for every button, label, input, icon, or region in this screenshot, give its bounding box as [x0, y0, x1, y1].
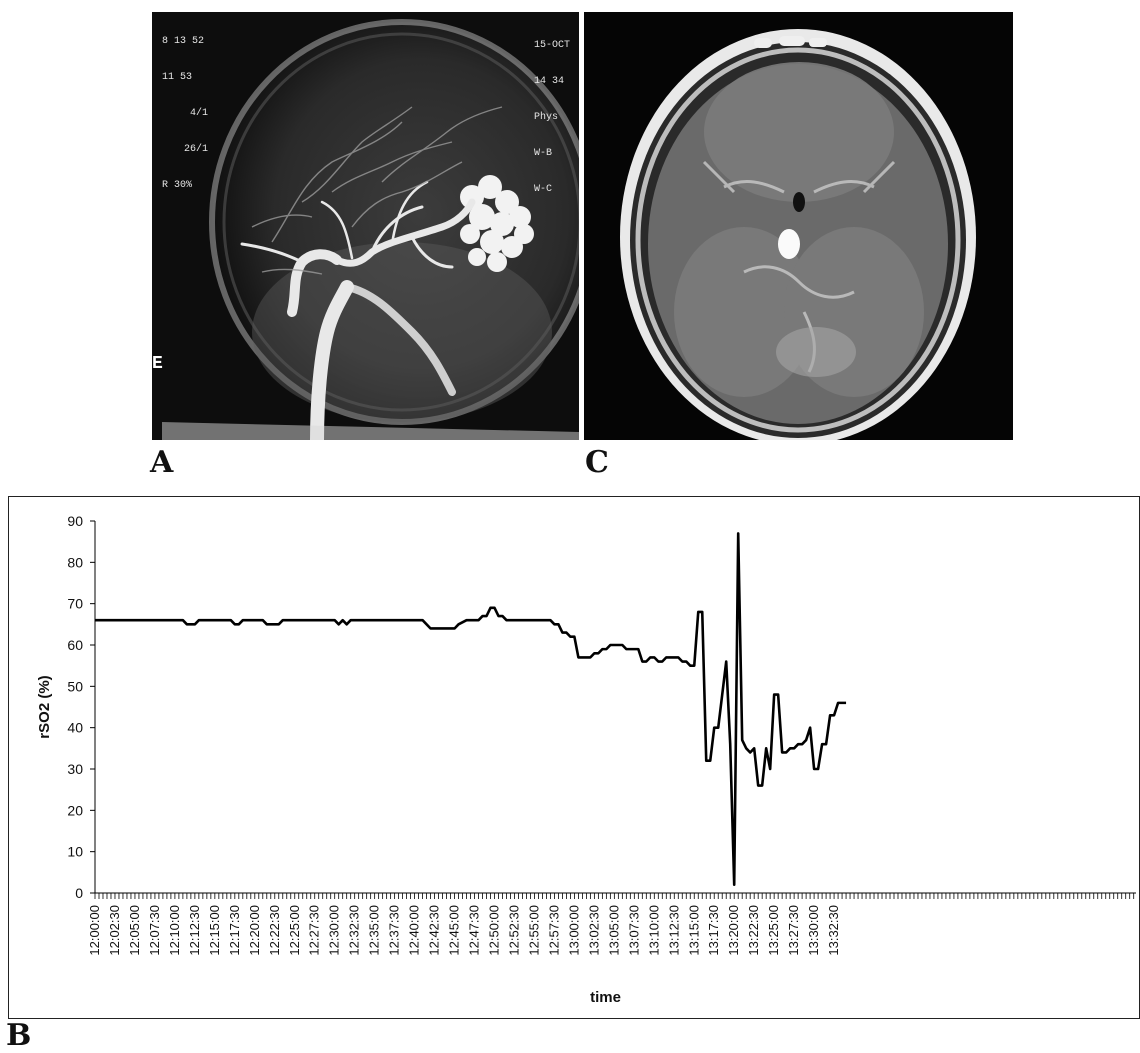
- x-tick-label: 12:37:30: [387, 905, 402, 956]
- angio-overlay-right-line: Phys: [534, 112, 559, 123]
- x-tick-label: 13:10:00: [646, 905, 661, 956]
- x-tick-label: 12:17:30: [227, 905, 242, 956]
- x-tick-label: 12:02:30: [107, 905, 122, 956]
- x-tick-label: 12:50:00: [487, 905, 502, 956]
- x-tick-label: 12:27:30: [307, 905, 322, 956]
- x-tick-label: 13:30:00: [806, 905, 821, 956]
- y-tick-label: 10: [67, 844, 83, 860]
- y-axis-title: rSO2 (%): [36, 675, 53, 738]
- x-tick-label: 13:05:00: [606, 905, 621, 956]
- x-tick-label: 12:22:30: [267, 905, 282, 956]
- y-tick-label: 30: [67, 761, 83, 777]
- x-tick-label: 12:10:00: [167, 905, 182, 956]
- x-tick-label: 12:47:30: [467, 905, 482, 956]
- panel-label-c: C: [585, 445, 609, 480]
- angio-overlay-right-line: W-C: [534, 184, 553, 195]
- y-tick-label: 90: [67, 513, 83, 529]
- x-tick-label: 13:00:00: [566, 905, 581, 956]
- rso2-chart-frame: 0 10 20 30 40 50 60 70 80 90 12:00:00 12:02:30 12:05…: [8, 496, 1140, 1019]
- x-tick-label: 13:32:30: [826, 905, 841, 956]
- y-tick-label: 50: [67, 678, 83, 694]
- angio-overlay-left: 8 13 52 11 53 4/1 26/1 R 30%: [162, 12, 208, 216]
- x-tick-label: 12:40:00: [407, 905, 422, 956]
- x-tick-label: 13:07:30: [626, 905, 641, 956]
- x-tick-label: 13:22:30: [746, 905, 761, 956]
- rso2-chart: 0 10 20 30 40 50 60 70 80 90 12:00:00 12:02:30 12:05…: [36, 513, 1136, 1006]
- angio-overlay-right-line: W-B: [534, 148, 553, 159]
- y-tick-label: 60: [67, 637, 83, 653]
- angio-overlay-right-line: 15-OCT: [534, 40, 571, 51]
- x-tick-label: 12:25:00: [287, 905, 302, 956]
- panel-label-a: A: [150, 445, 174, 480]
- x-tick-label: 12:05:00: [127, 905, 142, 956]
- x-tick-label: 12:15:00: [207, 905, 222, 956]
- y-tick-label: 80: [67, 554, 83, 570]
- x-tick-label: 12:42:30: [427, 905, 442, 956]
- x-tick-label: 12:45:00: [447, 905, 462, 956]
- y-tick-label: 40: [67, 720, 83, 736]
- rso2-series-line: [95, 532, 847, 887]
- x-tick-label: 13:17:30: [706, 905, 721, 956]
- x-tick-label: 13:02:30: [586, 905, 601, 956]
- angio-overlay-right: 15-OCT 14 34 Phys W-B W-C: [534, 16, 570, 220]
- angio-marker: E: [152, 354, 163, 374]
- angio-overlay-left-line: R 30%: [162, 180, 193, 191]
- x-tick-label: 12:00:00: [87, 905, 102, 956]
- x-tick-label: 12:30:00: [327, 905, 342, 956]
- angio-overlay-left-line: 4/1: [190, 108, 209, 119]
- angiogram-image: 8 13 52 11 53 4/1 26/1 R 30% 15-OCT 14 3…: [152, 12, 579, 440]
- x-axis-title: time: [590, 989, 621, 1006]
- x-tick-label: 13:20:00: [726, 905, 741, 956]
- x-tick-label: 12:32:30: [347, 905, 362, 956]
- angio-overlay-left-line: 26/1: [184, 144, 209, 155]
- x-tick-label: 13:27:30: [786, 905, 801, 956]
- x-tick-label: 12:52:30: [506, 905, 521, 956]
- x-tick-label: 12:35:00: [367, 905, 382, 956]
- angio-overlay-left-line: 11 53: [162, 72, 193, 83]
- x-tick-label: 13:15:00: [686, 905, 701, 956]
- angio-overlay-right-line: 14 34: [534, 76, 565, 87]
- x-tick-label: 13:25:00: [766, 905, 781, 956]
- x-tick-label: 12:20:00: [247, 905, 262, 956]
- x-tick-label: 12:57:30: [546, 905, 561, 956]
- ct-scan-image: [584, 12, 1013, 440]
- x-tick-label: 12:55:00: [526, 905, 541, 956]
- panel-label-b: B: [6, 1018, 32, 1053]
- y-tick-label: 70: [67, 596, 83, 612]
- x-tick-label: 12:12:30: [187, 905, 202, 956]
- x-tick-label: 13:12:30: [666, 905, 681, 956]
- angio-overlay-left-line: 8 13 52: [162, 36, 205, 47]
- x-tick-label: 12:07:30: [147, 905, 162, 956]
- y-tick-label: 0: [75, 885, 83, 901]
- y-tick-label: 20: [67, 802, 83, 818]
